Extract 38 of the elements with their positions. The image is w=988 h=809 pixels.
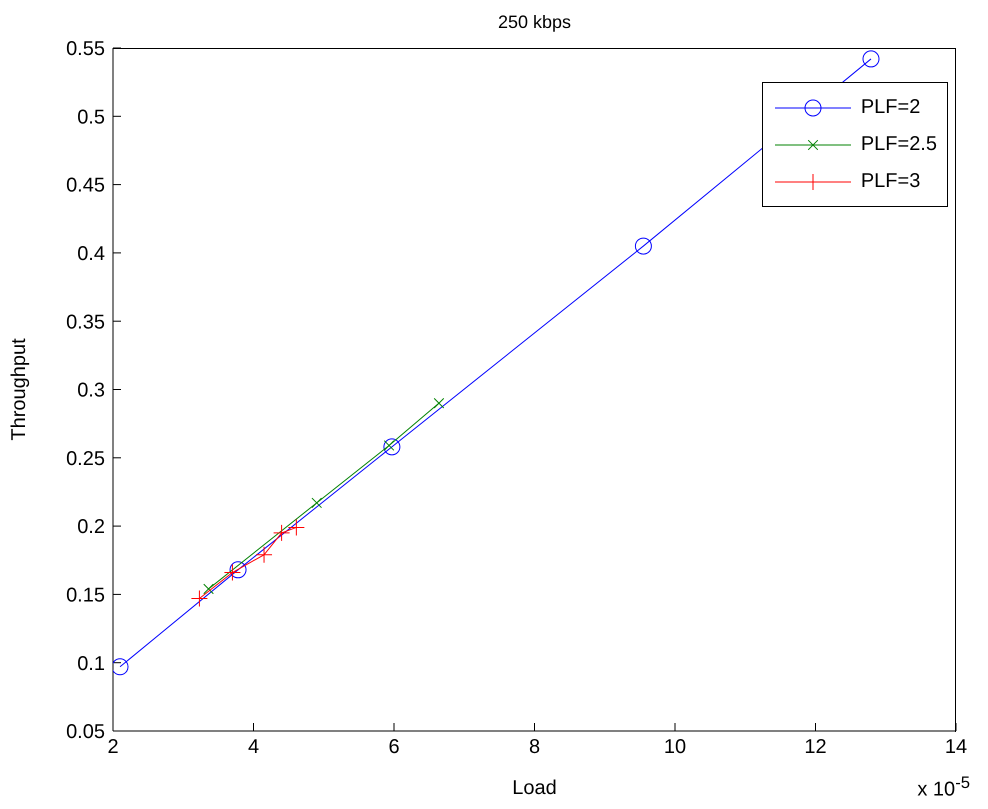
point — [634, 238, 652, 255]
chart-title: 250 kbps — [496, 12, 572, 33]
y-tick-label: 0.15 — [66, 584, 105, 606]
y-tick-label: 0.2 — [77, 516, 105, 538]
x-axis-title: Load — [512, 777, 557, 799]
y-tick-label: 0.55 — [66, 38, 105, 60]
x-tick-label: 6 — [388, 736, 400, 758]
x-tick-label: 10 — [664, 736, 686, 758]
x-tick-label: 2 — [107, 736, 119, 758]
x-tick-label: 12 — [804, 736, 827, 758]
point — [256, 546, 273, 564]
point — [224, 564, 241, 582]
y-axis-title: Throughput — [8, 338, 30, 441]
point — [862, 50, 880, 68]
legend-label: PLF=2 — [860, 96, 920, 119]
point — [190, 590, 208, 607]
legend-label: PLF=2.5 — [860, 133, 937, 156]
point — [273, 524, 290, 542]
y-tick-label: 0.3 — [77, 380, 105, 402]
point — [434, 398, 444, 408]
y-tick-label: 0.35 — [66, 311, 105, 334]
text: x 10$^{-5}$ — [917, 773, 970, 802]
x-tick-label: 4 — [248, 736, 260, 758]
point — [113, 658, 129, 676]
y-tick-label: 0.5 — [77, 106, 105, 128]
y-tick-label: 0.1 — [77, 652, 105, 675]
x-tick-label: 14 — [944, 736, 968, 758]
point — [311, 498, 322, 508]
x-tick-label: 8 — [528, 736, 540, 758]
point — [230, 561, 247, 578]
y-tick-label: 0.25 — [66, 448, 105, 470]
point — [288, 518, 305, 536]
point — [203, 584, 214, 594]
y-tick-label: 0.4 — [77, 243, 105, 265]
y-tick-label: 0.05 — [66, 721, 105, 744]
legend-label: PLF=3 — [860, 170, 920, 193]
point — [383, 438, 400, 456]
y-tick-label: 0.45 — [66, 174, 105, 197]
